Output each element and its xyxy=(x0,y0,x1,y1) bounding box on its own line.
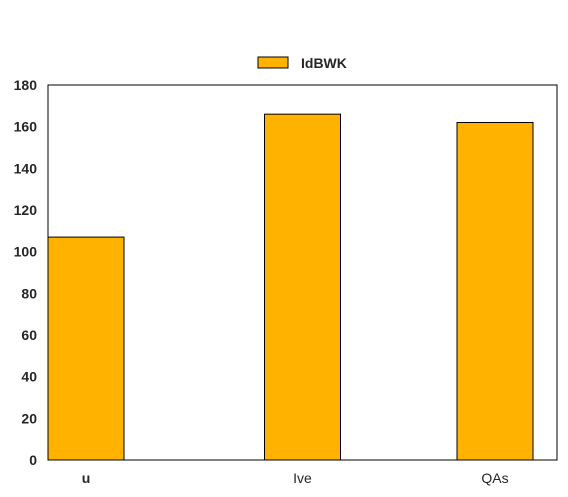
x-tick-label: QAs xyxy=(481,470,508,486)
y-tick-label: 80 xyxy=(21,285,37,301)
bars xyxy=(47,113,534,461)
plot-frame xyxy=(47,84,558,461)
bar xyxy=(456,122,534,461)
bar xyxy=(264,113,341,461)
legend-label: IdBWK xyxy=(301,55,347,71)
y-axis: 0 20 40 60 80 100 120 140 160 180 xyxy=(14,77,38,468)
x-tick-label: u xyxy=(82,470,91,486)
y-tick-label: 120 xyxy=(14,202,38,218)
y-tick-label: 20 xyxy=(21,410,37,426)
y-tick-label: 100 xyxy=(14,244,38,260)
y-tick-label: 160 xyxy=(14,119,38,135)
x-tick-label: Ive xyxy=(293,470,312,486)
y-tick-label: 0 xyxy=(29,452,37,468)
legend: IdBWK xyxy=(257,55,347,71)
bar xyxy=(47,236,125,461)
legend-swatch xyxy=(257,56,289,69)
y-tick-label: 40 xyxy=(21,369,37,385)
y-tick-label: 60 xyxy=(21,327,37,343)
y-tick-label: 180 xyxy=(14,77,38,93)
y-tick-label: 140 xyxy=(14,160,38,176)
x-axis: u Ive QAs xyxy=(82,470,509,486)
